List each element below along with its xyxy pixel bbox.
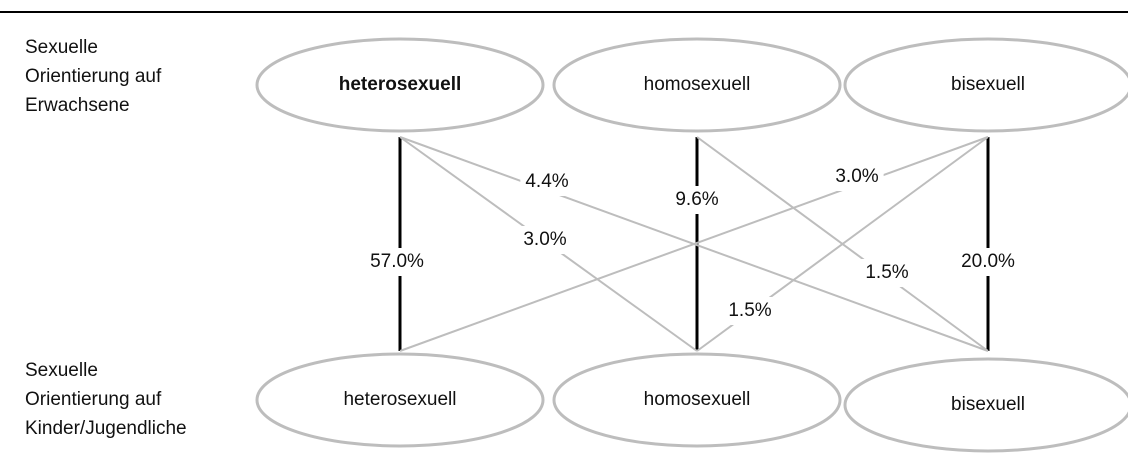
edge-label-bg [520,168,574,196]
row-label-line: Orientierung auf [25,66,162,87]
row-label-bottom: Sexuelle Orientierung auf Kinder/Jugendl… [25,360,187,439]
row-label-line: Orientierung auf [25,389,162,410]
nodes: heterosexuell homosexuell bisexuell heteros… [255,37,1128,453]
edge-labels: 57.0% 9.6% 20.0% 3.0% 4.4% 1.5% 3.0% 1.5% [365,163,1020,325]
edge-label: 1.5% [865,262,908,283]
edge-label: 1.5% [728,300,771,321]
edge-label: 4.4% [525,171,568,192]
row-label-line: Kinder/Jugendliche [25,418,187,439]
node-label: homosexuell [644,74,751,95]
edge-label: 20.0% [961,251,1015,272]
node-top [552,37,842,133]
edge-label-bg [723,297,777,325]
node-label: bisexuell [951,74,1025,95]
edge-label-bg [860,259,914,287]
edge-label: 3.0% [835,166,878,187]
edge-label-bg [830,163,884,191]
edge [399,136,989,352]
node-label: heterosexuell [339,74,462,95]
node-label: bisexuell [951,394,1025,415]
edge-label-bg [670,186,724,214]
row-label-top: Sexuelle Orientierung auf Erwachsene [25,37,162,116]
row-label-line: Sexuelle [25,360,98,381]
node-top [255,37,545,133]
edge-label: 3.0% [523,229,566,250]
node-top [843,37,1128,133]
edge-label-bg [956,248,1020,276]
edges [398,136,990,352]
node-bottom [843,357,1128,453]
row-label-line: Sexuelle [25,37,98,58]
node-label: heterosexuell [343,389,456,410]
node-label: homosexuell [644,389,751,410]
edge-label-bg [365,248,429,276]
row-label-line: Erwachsene [25,95,130,116]
node-bottom [255,352,545,448]
edge-label: 57.0% [370,251,424,272]
node-bottom [552,352,842,448]
edge-label: 9.6% [675,189,718,210]
edge-label-bg [518,226,572,254]
